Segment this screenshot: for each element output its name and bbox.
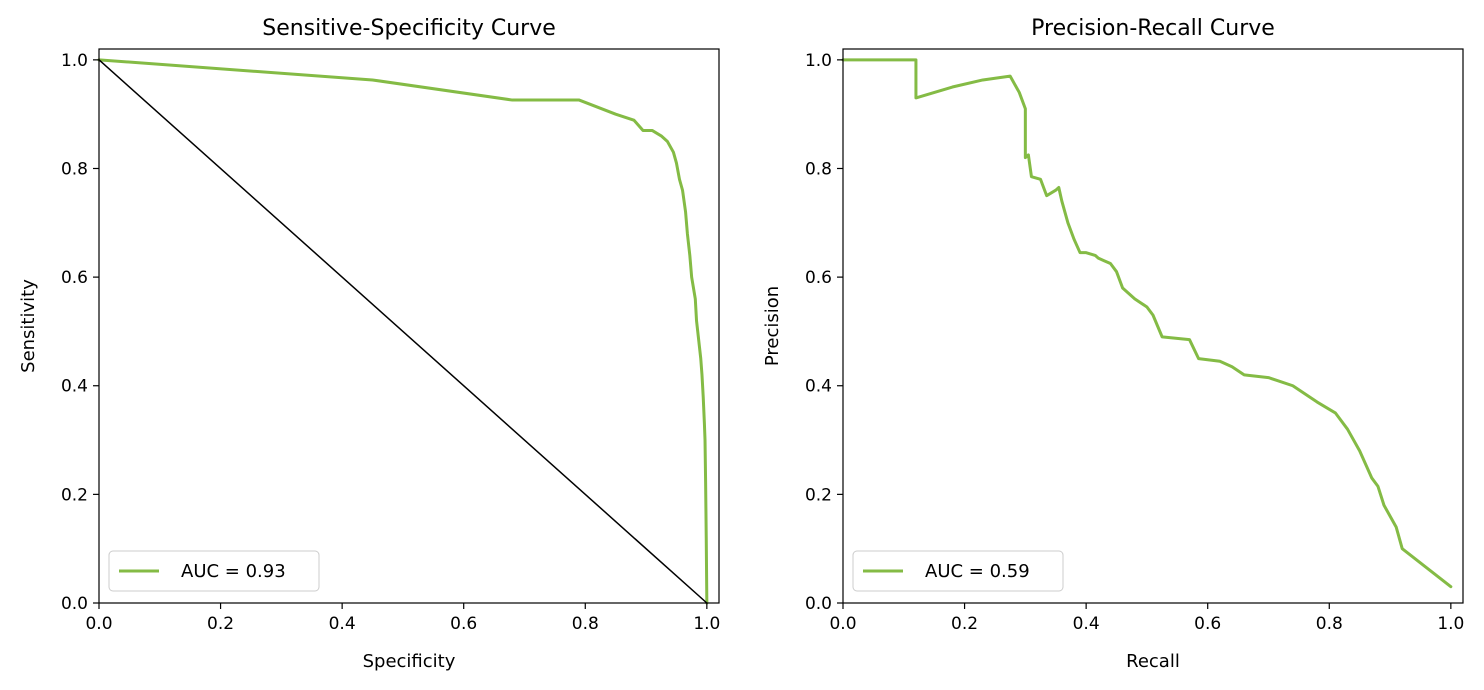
y-tick-label: 1.0 — [805, 51, 832, 71]
y-tick-label: 0.6 — [805, 268, 832, 288]
y-tick-label: 0.2 — [805, 485, 832, 505]
y-axis-label: Sensitivity — [18, 279, 39, 373]
legend: AUC = 0.59 — [852, 550, 1064, 592]
x-tick-label: 0.0 — [829, 614, 856, 634]
y-tick-label: 1.0 — [61, 51, 88, 71]
legend-label: AUC = 0.93 — [181, 561, 286, 582]
axes-frame — [98, 48, 720, 604]
series-line — [97, 58, 709, 605]
x-tick-label: 0.6 — [1194, 614, 1221, 634]
sensitivity-specificity-chart: 0.0 0.2 0.4 0.6 0.8 1.0 0.0 0.2 0.4 0.6 0.8 1.0 Sens… — [18, 16, 720, 672]
x-tick-label: 0.4 — [329, 614, 356, 634]
chart-title: Sensitive-Specificity Curve — [262, 16, 556, 41]
x-tick-label: 0.8 — [1316, 614, 1343, 634]
x-tick-label: 0.2 — [951, 614, 978, 634]
legend: AUC = 0.93 — [108, 550, 320, 592]
axes-frame — [842, 48, 1464, 604]
x-tick-label: 1.0 — [1437, 614, 1464, 634]
x-tick-label: 0.2 — [207, 614, 234, 634]
y-tick-label: 0.2 — [61, 485, 88, 505]
y-tick-label: 0.4 — [61, 377, 88, 397]
y-tick-label: 0.0 — [61, 594, 88, 614]
y-axis-label: Precision — [762, 286, 783, 366]
y-tick-label: 0.6 — [61, 268, 88, 288]
y-tick-label: 0.0 — [805, 594, 832, 614]
x-tick-label: 0.8 — [572, 614, 599, 634]
x-axis-label: Recall — [1126, 651, 1180, 672]
x-tick-label: 0.4 — [1073, 614, 1100, 634]
chance-diagonal-line — [98, 59, 708, 604]
chart-title: Precision-Recall Curve — [1031, 16, 1275, 41]
x-tick-label: 0.0 — [85, 614, 112, 634]
y-tick-label: 0.4 — [805, 377, 832, 397]
x-tick-label: 0.6 — [450, 614, 477, 634]
legend-label: AUC = 0.59 — [925, 561, 1030, 582]
precision-recall-chart: 0.0 0.2 0.4 0.6 0.8 1.0 0.0 0.2 0.4 0.6 0.8 1.0 Prec… — [762, 16, 1464, 672]
series-line — [841, 58, 1453, 589]
legend-box — [852, 550, 1064, 592]
legend-box — [108, 550, 320, 592]
x-axis-label: Specificity — [363, 651, 456, 672]
y-tick-label: 0.8 — [61, 159, 88, 179]
x-tick-label: 1.0 — [693, 614, 720, 634]
y-tick-label: 0.8 — [805, 159, 832, 179]
